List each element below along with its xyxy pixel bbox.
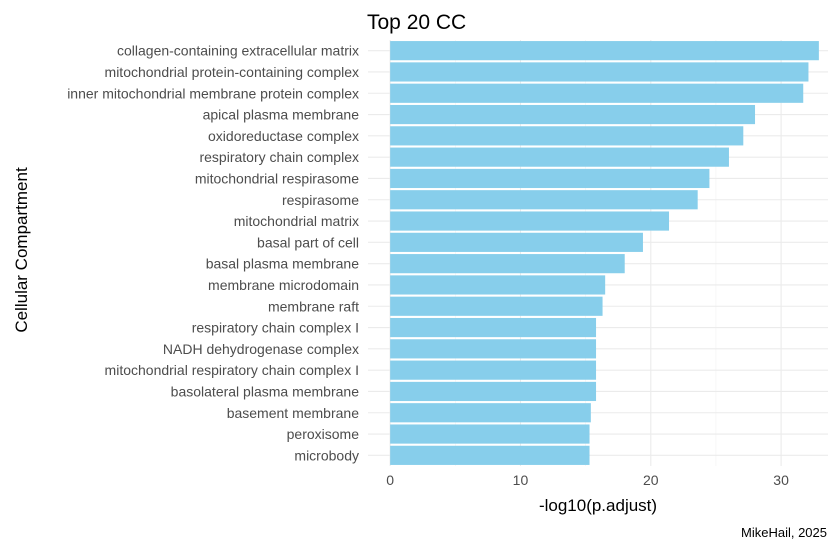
x-tick-label: 30 xyxy=(773,472,789,488)
bar xyxy=(390,62,809,82)
bar xyxy=(390,296,603,316)
category-label: basal plasma membrane xyxy=(206,256,360,272)
category-label: membrane microdomain xyxy=(208,277,359,293)
bar xyxy=(390,232,643,252)
category-labels: collagen-containing extracellular matrix… xyxy=(67,43,359,464)
chart-title: Top 20 CC xyxy=(367,11,466,34)
category-label: basal part of cell xyxy=(257,234,359,250)
category-label: apical plasma membrane xyxy=(203,107,360,123)
bar xyxy=(390,41,819,61)
grid-lines xyxy=(368,40,828,466)
bar xyxy=(390,254,625,274)
category-label: respirasome xyxy=(282,192,359,208)
category-label: basolateral plasma membrane xyxy=(171,383,360,399)
bar xyxy=(390,445,590,465)
bar xyxy=(390,403,591,423)
category-label: microbody xyxy=(294,447,359,463)
bar xyxy=(390,83,804,103)
bars xyxy=(390,41,819,465)
bar xyxy=(390,275,606,295)
bar xyxy=(390,381,597,402)
category-label: mitochondrial respiratory chain complex … xyxy=(105,362,359,378)
bar xyxy=(390,424,590,444)
category-label: oxidoreductase complex xyxy=(208,128,359,144)
category-label: inner mitochondrial membrane protein com… xyxy=(67,85,359,101)
y-axis-label: Cellular Compartment xyxy=(12,167,31,333)
category-label: collagen-containing extracellular matrix xyxy=(117,43,359,59)
bar xyxy=(390,147,729,167)
x-tick-label: 0 xyxy=(386,472,394,488)
x-axis-label: -log10(p.adjust) xyxy=(539,496,657,515)
category-label: membrane raft xyxy=(268,298,359,314)
bar xyxy=(390,126,744,146)
category-label: respiratory chain complex xyxy=(199,149,359,165)
bar xyxy=(390,211,670,231)
chart-caption: MikeHail, 2025 xyxy=(741,525,827,540)
category-label: mitochondrial respirasome xyxy=(195,170,359,186)
category-label: peroxisome xyxy=(287,426,360,442)
bar xyxy=(390,168,710,189)
x-tick-label: 20 xyxy=(643,472,659,488)
category-label: respiratory chain complex I xyxy=(192,320,359,336)
category-label: NADH dehydrogenase complex xyxy=(163,341,359,357)
bar xyxy=(390,190,698,210)
bar xyxy=(390,317,597,338)
category-label: basement membrane xyxy=(227,405,360,421)
category-label: mitochondrial matrix xyxy=(234,213,359,229)
bar xyxy=(390,104,756,125)
bar xyxy=(390,339,597,359)
category-label: mitochondrial protein-containing complex xyxy=(105,64,359,80)
bar xyxy=(390,360,597,380)
x-tick-labels: 0 10 20 30 xyxy=(386,472,789,488)
x-tick-label: 10 xyxy=(513,472,529,488)
